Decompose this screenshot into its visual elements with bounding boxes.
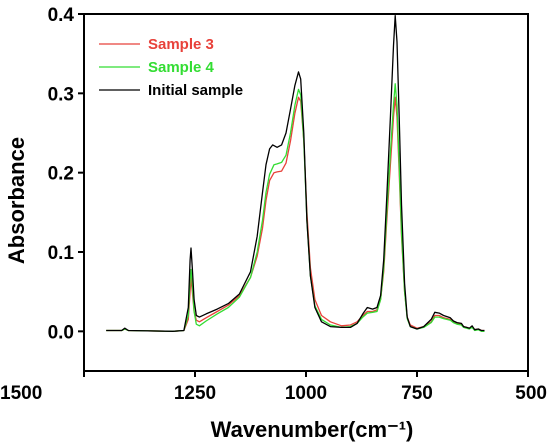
legend-label: Sample 3 — [148, 36, 214, 53]
legend-label: Sample 4 — [148, 59, 215, 76]
series-line-2 — [106, 83, 485, 332]
y-axis: 0.0 0.1 0.2 0.3 0.4 — [48, 5, 84, 343]
x-tick-label: 750 — [401, 383, 433, 404]
series-line-1 — [106, 96, 485, 332]
x-tick-label: 500 — [515, 383, 547, 404]
x-tick-label: 1500 — [0, 383, 42, 404]
y-tick-label: 0.3 — [48, 84, 74, 105]
legend: Sample 3 Sample 4 Initial sample — [99, 36, 243, 99]
x-tick-label: 1000 — [285, 383, 327, 404]
x-axis-title: Wavenumber(cm⁻¹) — [211, 417, 414, 442]
x-axis: 1500 1250 1000 750 500 — [0, 371, 547, 404]
series-line-3 — [106, 14, 485, 332]
plot-lines — [106, 14, 485, 332]
y-tick-label: 0.4 — [48, 5, 75, 26]
y-axis-title: Absorbance — [4, 137, 29, 264]
y-tick-label: 0.2 — [48, 164, 74, 185]
y-tick-label: 0.1 — [48, 243, 75, 264]
y-tick-label: 0.0 — [48, 322, 74, 343]
legend-label: Initial sample — [148, 82, 243, 99]
x-tick-label: 1250 — [174, 383, 216, 404]
